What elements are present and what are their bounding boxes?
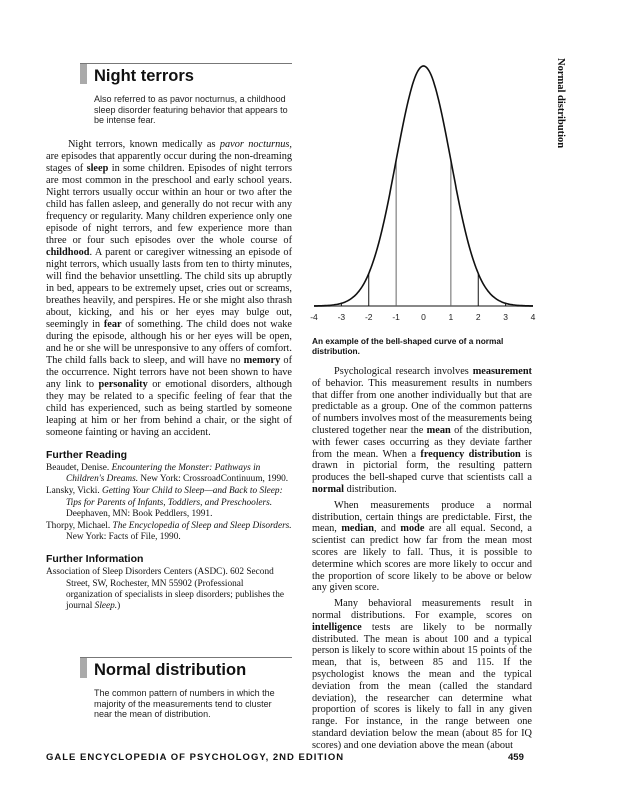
x-tick-label: -3 <box>338 312 346 322</box>
body-paragraph: Many behavioral measurements result in n… <box>312 598 532 751</box>
entry-title: Normal distribution <box>94 661 247 679</box>
bold-term: measurement <box>472 366 532 377</box>
text-run: Night terrors, known medically as <box>68 139 220 150</box>
body-paragraph: Psychological research involves measurem… <box>312 366 532 496</box>
body-paragraph-list: Psychological research involves measurem… <box>312 366 532 752</box>
normal-distribution-definition-box: Normal distribution The common pattern o… <box>80 657 292 728</box>
text-run: . A parent or caregiver witnessing an ep… <box>46 247 292 330</box>
bold-term: sleep <box>86 163 109 174</box>
footer-publication: GALE ENCYCLOPEDIA OF PSYCHOLOGY, 2ND EDI… <box>46 752 345 763</box>
entry-definition: Also referred to as pavor nocturnus, a c… <box>94 94 288 126</box>
text-run: Deephaven, MN: Book Peddlers, 1991. <box>66 508 213 519</box>
italic-text: Getting Your Child to Sleep—and Back to … <box>66 486 283 508</box>
text-run: in some children. Episodes of night terr… <box>46 163 293 246</box>
bell-curve-line <box>314 65 533 307</box>
text-run: of the distribution, with fewer cases oc… <box>312 424 533 460</box>
text-run: of behavior. This measurement results in… <box>312 377 532 436</box>
bold-term: normal <box>312 483 345 495</box>
body-paragraph-list: Night terrors, known medically as pavor … <box>46 139 292 439</box>
organization-entry: Association of Sleep Disorders Centers (… <box>46 567 292 612</box>
text-run: Association of Sleep Disorders Centers (… <box>46 567 285 612</box>
body-paragraph: When measurements produce a normal distr… <box>312 500 532 594</box>
reference-entry: Lansky, Vicki. Getting Your Child to Sle… <box>46 486 292 520</box>
reference-entry-list: Beaudet, Denise. Encountering the Monste… <box>46 463 292 543</box>
bold-term: memory <box>243 355 281 366</box>
bold-term: personality <box>98 379 148 390</box>
text-run: are episodes that apparently occur durin… <box>46 151 292 174</box>
text-run: or emotional disorders, although they ma… <box>46 379 292 438</box>
bell-curve-chart: -4 -3 -2 -1 0 1 2 3 4 <box>310 65 536 322</box>
italic-text: The Encyclopedia of Sleep and Sleep Diso… <box>112 521 292 532</box>
x-tick-label: 3 <box>503 312 508 322</box>
bold-term: childhood <box>46 247 90 258</box>
accent-bar <box>80 658 87 678</box>
bold-term: frequency distribution <box>420 448 521 460</box>
text-run: of something. The child does not wake du… <box>46 319 292 366</box>
accent-bar <box>80 64 87 84</box>
text-run: tests are likely to be normally distribu… <box>312 621 532 751</box>
text-run: New York: Facts of File, 1990. <box>66 532 181 543</box>
x-tick-label: -2 <box>365 312 373 322</box>
text-run: distribution. <box>344 483 397 495</box>
x-tick-label: -4 <box>310 312 318 322</box>
body-paragraph: Night terrors, known medically as pavor … <box>46 139 292 439</box>
text-run: are all equal. Second, a scientist can p… <box>312 523 533 594</box>
text-run: New York: CrossroadContinuum, 1990. <box>138 474 289 485</box>
figure-caption: An example of the bell-shaped curve of a… <box>312 336 504 356</box>
organization-entry-list: Association of Sleep Disorders Centers (… <box>46 567 292 612</box>
text-run: Many behavioral measurements result in n… <box>312 598 532 621</box>
x-tick-label: -1 <box>392 312 400 322</box>
page-number: 459 <box>508 752 524 763</box>
night-terrors-body: Night terrors, known medically as pavor … <box>46 139 292 613</box>
text-run: When measurements produce a normal distr… <box>312 499 532 535</box>
further-reading-heading: Further Reading <box>46 449 128 461</box>
x-tick-label: 1 <box>449 312 454 322</box>
text-run: Lansky, Vicki. <box>46 486 102 497</box>
italic-text: Sleep. <box>94 601 118 612</box>
reference-entry: Beaudet, Denise. Encountering the Monste… <box>46 463 292 485</box>
text-run: Beaudet, Denise. <box>46 463 112 473</box>
x-tick-label: 4 <box>531 312 536 322</box>
text-run: ) <box>117 601 121 612</box>
night-terrors-definition-box: Night terrors Also referred to as pavor … <box>80 63 292 134</box>
text-run: is drawn in pictorial form, the resultin… <box>312 448 532 484</box>
bold-term: intelligence <box>312 621 362 633</box>
entry-definition: The common pattern of numbers in which t… <box>94 688 275 720</box>
x-tick-label: 0 <box>421 312 426 322</box>
bold-term: mode <box>400 523 425 535</box>
further-information-heading: Further Information <box>46 553 144 566</box>
running-header: Normal distribution <box>555 58 566 149</box>
x-tick-label: 2 <box>476 312 481 322</box>
text-run: Thorpy, Michael. <box>46 521 113 532</box>
text-run: , and <box>373 523 401 535</box>
italic-text: Encountering the Monster: Pathways in Ch… <box>66 463 261 485</box>
bold-term: mean <box>426 424 451 436</box>
normal-distribution-body: Psychological research involves measurem… <box>312 366 532 752</box>
italic-text: pavor nocturnus, <box>219 139 293 150</box>
entry-title: Night terrors <box>94 67 194 85</box>
bold-term: fear <box>103 319 122 330</box>
bold-term: median <box>341 523 374 535</box>
text-run: Psychological research involves <box>334 366 473 377</box>
text-run: of the occurrence. Night terrors have no… <box>46 355 292 390</box>
reference-entry: Thorpy, Michael. The Encyclopedia of Sle… <box>46 521 292 543</box>
